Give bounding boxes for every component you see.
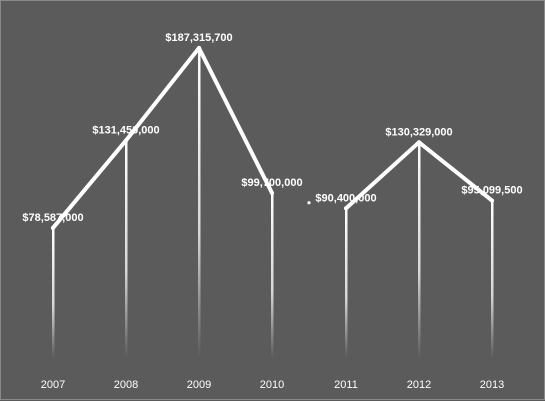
- line-segment-2012-2013: [417, 140, 494, 203]
- data-label-2008: $131,450,000: [92, 124, 159, 136]
- data-point-2008: [124, 138, 128, 143]
- line-segment-2011-2012: [344, 140, 421, 211]
- x-tick-label-2009: 2009: [187, 379, 211, 391]
- drop-line-2008: [125, 141, 128, 358]
- data-label-2012: $130,329,000: [385, 126, 452, 138]
- x-tick-label-2011: 2011: [334, 379, 358, 391]
- drop-line-2010: [271, 194, 274, 358]
- data-label-2013: $95,099,500: [461, 185, 522, 197]
- line-segment-2008-2009: [124, 46, 201, 143]
- data-point-2012: [417, 140, 421, 145]
- line-segment-2007-2008: [51, 138, 128, 230]
- x-tick-label-2008: 2008: [114, 379, 138, 391]
- data-label-2010: $99,700,000: [241, 177, 302, 189]
- data-point-2013: [490, 198, 494, 203]
- x-tick-label-2010: 2010: [260, 379, 284, 391]
- drop-line-2007: [52, 228, 55, 358]
- drop-line-2012: [418, 143, 421, 358]
- drop-line-2011: [345, 209, 348, 358]
- data-label-2007: $78,587,000: [22, 212, 83, 224]
- x-tick-label-2013: 2013: [480, 379, 504, 391]
- drop-line-2009: [198, 49, 201, 358]
- data-point-2009: [197, 46, 201, 50]
- x-tick-label-2007: 2007: [41, 379, 65, 391]
- x-tick-label-2012: 2012: [407, 379, 431, 391]
- data-point-2011: [344, 206, 348, 211]
- data-label-2011: $90,400,000: [315, 192, 376, 204]
- gap-marker: [307, 201, 311, 205]
- drop-line-2013: [491, 201, 494, 358]
- line-segment-2009-2010: [197, 46, 274, 196]
- data-label-2009: $187,315,700: [165, 32, 232, 44]
- data-point-2007: [51, 225, 55, 230]
- data-point-2010: [270, 191, 274, 196]
